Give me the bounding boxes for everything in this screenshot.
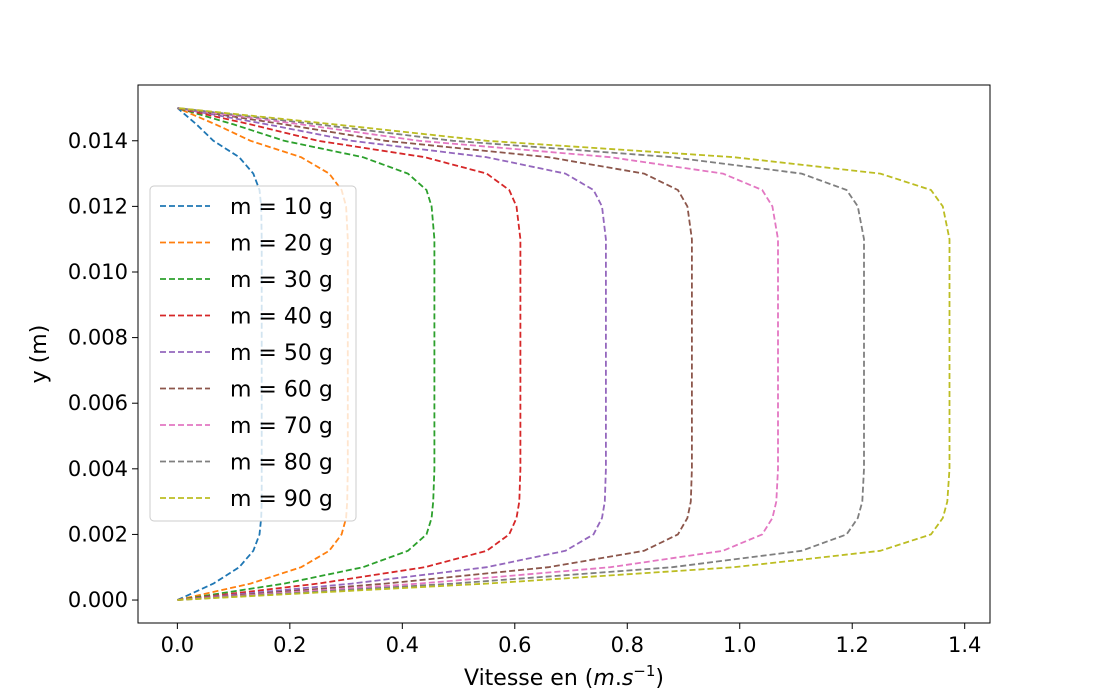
x-axis-label: Vitesse en (m.s−1) [464, 662, 664, 691]
x-tick-label: 0.8 [611, 633, 644, 657]
x-tick-label: 0.2 [273, 633, 306, 657]
legend-label: m = 20 g [230, 232, 333, 257]
x-tick-label: 0.6 [498, 633, 531, 657]
legend-label: m = 60 g [230, 378, 333, 403]
series-line-9 [177, 107, 951, 601]
x-axis-label-paren-open: ( [585, 666, 594, 691]
y-tick-label: 0.008 [68, 326, 128, 350]
x-axis-label-paren-close: ) [655, 666, 664, 691]
legend-label: m = 40 g [230, 305, 333, 330]
x-axis-label-s: s [622, 666, 633, 691]
x-axis-label-exponent: −1 [633, 662, 655, 680]
x-axis: 0.0 0.2 0.4 0.6 0.8 1.0 1.2 1.4 [161, 623, 981, 657]
y-tick-label: 0.006 [68, 391, 128, 415]
series-line-5 [177, 107, 607, 601]
y-tick-label: 0.012 [68, 194, 128, 218]
series-line-8 [177, 107, 865, 601]
x-tick-label: 1.2 [836, 633, 869, 657]
x-tick-label: 0.0 [161, 633, 194, 657]
legend-label: m = 70 g [230, 414, 333, 439]
legend-label: m = 90 g [230, 487, 333, 512]
y-tick-label: 0.014 [68, 129, 128, 153]
plot-frame [137, 84, 991, 624]
y-tick-label: 0.004 [68, 457, 128, 481]
y-axis: 0.000 0.002 0.004 0.006 0.008 0.010 0.012 0.014 [68, 129, 138, 612]
legend-label: m = 50 g [230, 341, 333, 366]
x-tick-label: 1.4 [948, 633, 981, 657]
y-tick-label: 0.010 [68, 260, 128, 284]
legend: m = 10 g m = 20 g m = 30 g m = 40 g m = 50 g… [149, 185, 357, 522]
x-axis-label-m: m [593, 666, 614, 691]
y-tick-label: 0.000 [68, 588, 128, 612]
series-line-7 [177, 107, 779, 601]
x-axis-label-dot: . [615, 666, 622, 691]
y-axis-label: y (m) [27, 325, 52, 384]
y-tick-label: 0.002 [68, 522, 128, 546]
x-tick-label: 0.4 [386, 633, 419, 657]
x-tick-label: 1.0 [723, 633, 756, 657]
series-line-4 [177, 107, 522, 601]
legend-label: m = 80 g [230, 451, 333, 476]
legend-box [149, 185, 357, 522]
legend-label: m = 30 g [230, 268, 333, 293]
series-line-6 [177, 107, 693, 601]
series-line-3 [177, 107, 436, 601]
legend-label: m = 10 g [230, 195, 333, 220]
x-axis-label-text: Vitesse en [464, 666, 578, 691]
legend-entries: m = 10 g m = 20 g m = 30 g m = 40 g m = 50 g… [160, 195, 333, 512]
